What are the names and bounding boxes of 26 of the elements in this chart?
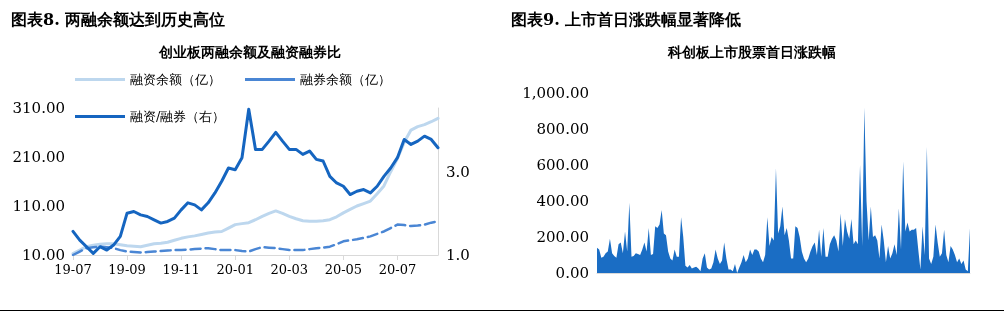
- y-tick-label: 210.00: [12, 148, 65, 166]
- chart-title: 图表8. 两融余额达到历史高位: [11, 9, 226, 29]
- y-tick-label: 110.00: [12, 197, 65, 215]
- legend-label: 融券余额（亿）: [300, 72, 391, 87]
- x-tick-label: 20-07: [378, 262, 417, 277]
- y-tick-label: 1,000.00: [522, 84, 589, 102]
- x-tick-label: 20-01: [216, 262, 254, 277]
- legend-label: 融资/融券（右）: [130, 109, 226, 124]
- y-tick-label: 10.00: [22, 246, 65, 264]
- y-tick-label: 310.00: [12, 99, 65, 117]
- y-tick-label: 200.00: [536, 228, 589, 246]
- chart-subtitle: 科创板上市股票首日涨跌幅: [667, 44, 836, 60]
- x-tick-label: 19-09: [108, 262, 146, 277]
- x-tick-label: 19-07: [54, 262, 92, 277]
- y-tick-label: 600.00: [536, 156, 589, 174]
- x-tick-label: 20-05: [324, 262, 363, 277]
- y-tick-label: 800.00: [536, 120, 589, 138]
- x-tick-label: 19-11: [162, 262, 200, 277]
- y2-tick-label: 3.0: [446, 163, 470, 182]
- chart-subtitle: 创业板两融余额及融资融券比: [158, 44, 341, 60]
- y-tick-label: 400.00: [536, 192, 589, 210]
- legend-label: 融资余额（亿）: [130, 72, 221, 87]
- y-tick-label: 0.00: [555, 264, 589, 282]
- chart-title: 图表9. 上市首日涨跌幅显著降低: [511, 9, 742, 29]
- y2-tick-label: 1.0: [446, 246, 470, 264]
- x-tick-label: 20-03: [270, 262, 309, 277]
